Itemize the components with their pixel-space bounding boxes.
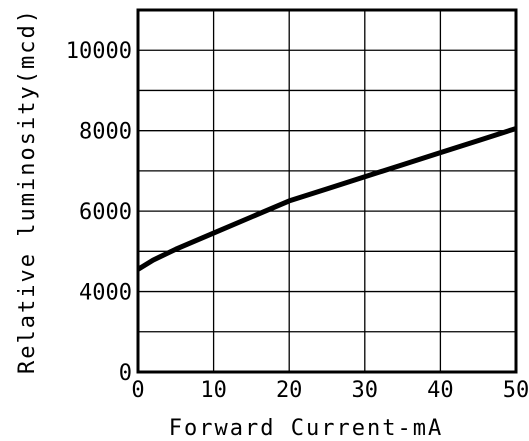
y-tick-label: 6000: [79, 200, 132, 225]
y-tick-labels: 0 4000 6000 8000 10000: [66, 39, 132, 386]
y-tick-label: 10000: [66, 39, 132, 64]
x-tick-label: 20: [276, 378, 303, 403]
plot-frame: [136, 8, 518, 374]
series-group: [136, 126, 517, 272]
x-tick-labels: 0 10 20 30 40 50: [131, 378, 529, 403]
x-tick-label: 10: [200, 378, 227, 403]
y-tick-label: 0: [119, 361, 132, 386]
x-tick-label: 0: [131, 378, 144, 403]
y-tick-label: 8000: [79, 120, 132, 145]
x-tick-label: 40: [427, 378, 454, 403]
y-axis-label: Relative luminosity(mcd): [15, 8, 40, 374]
x-tick-label: 30: [352, 378, 379, 403]
y-tick-label: 4000: [79, 281, 132, 306]
x-axis-label: Forward Current-mA: [169, 416, 443, 441]
x-tick-label: 50: [503, 378, 529, 403]
series-line: [136, 126, 517, 272]
